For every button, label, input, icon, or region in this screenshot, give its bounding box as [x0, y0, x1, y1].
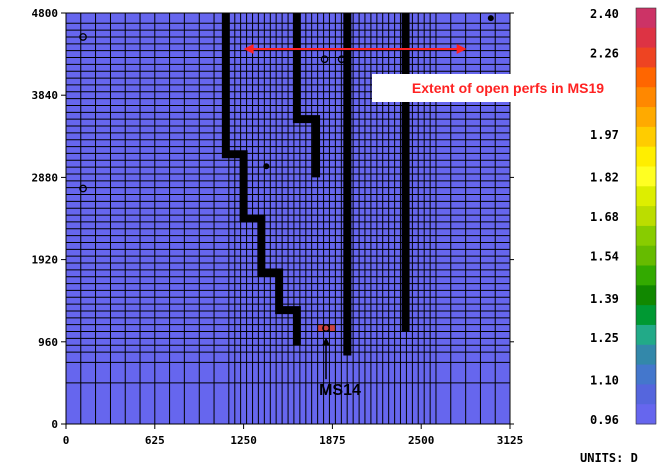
x-tick-label: 1250 [230, 434, 257, 447]
well-marker [320, 55, 329, 64]
colorbar-swatch [636, 27, 656, 49]
grid-layer [65, 12, 511, 425]
colorbar-swatch [636, 225, 656, 247]
colorbar-swatch [636, 87, 656, 108]
extent-arrow-head-left [243, 43, 254, 54]
colorbar-swatch [636, 8, 656, 29]
colorbar-swatch [636, 285, 656, 306]
colorbar-swatch [636, 344, 656, 366]
y-tick-label: 3840 [32, 89, 59, 102]
colorbar-label: 1.68 [590, 210, 619, 224]
colorbar-swatch [636, 67, 656, 88]
colorbar-units: UNITS: D [580, 451, 638, 465]
barrier-line [221, 13, 301, 346]
colorbar-swatch [636, 384, 656, 405]
barrier-layer [221, 13, 410, 356]
well-marker [79, 33, 87, 41]
extent-arrow-head-right [456, 43, 467, 54]
colorbar-label: 1.10 [590, 374, 619, 388]
x-tick-label: 3125 [497, 434, 524, 447]
colorbar-label: 1.54 [590, 249, 619, 263]
well-marker [79, 184, 87, 193]
colorbar-swatch [636, 186, 656, 207]
colorbar-swatch [636, 206, 656, 227]
well-marker [263, 163, 270, 170]
colorbar-label: 1.39 [590, 292, 619, 306]
colorbar-label: 2.26 [590, 46, 619, 60]
y-tick-label: 960 [38, 336, 58, 349]
well-layer [79, 15, 494, 332]
colorbar-swatch [636, 364, 656, 385]
colorbar-swatch [636, 146, 656, 167]
colorbar-swatch [636, 324, 656, 346]
plot-frame [65, 12, 511, 425]
x-tick-label: 625 [145, 434, 165, 447]
ms14-arrow-head [322, 337, 331, 346]
axis-layer: 0 960 1920 2880 3840 4800 0 625 1250 1875 2500 3125 [32, 7, 524, 447]
well-marker [487, 15, 494, 22]
barrier-line [292, 13, 321, 178]
colorbar-frame [635, 7, 657, 425]
x-tick-label: 2500 [408, 434, 435, 447]
colorbar-swatch [636, 265, 656, 286]
colorbar-label: 1.25 [590, 331, 619, 345]
well-marker [337, 55, 346, 64]
colorbar-swatch [636, 166, 656, 187]
colorbar-label: 1.82 [590, 171, 619, 185]
colorbar-swatch [636, 305, 656, 326]
ms14-label: MS14 [319, 382, 361, 399]
colorbar-label: 2.40 [590, 7, 619, 21]
colorbar: 2.40 2.26 1.97 1.82 1.68 1.54 1.39 1.25 1.10 0.96… [580, 7, 657, 465]
colorbar-label: 0.96 [590, 413, 619, 427]
colorbar-swatch [636, 245, 656, 267]
well-marker [322, 324, 330, 332]
annotation-layer: Extent of open perfs in MS19 MS14 [243, 43, 644, 399]
y-tick-label: 4800 [32, 7, 59, 20]
y-tick-label: 2880 [32, 171, 59, 184]
highlighted-cell [317, 324, 336, 332]
colorbar-swatch [636, 404, 656, 425]
y-tick-label: 1920 [32, 254, 59, 267]
colorbar-swatch [636, 126, 656, 148]
colorbar-swatch [636, 107, 656, 128]
extent-label-box [372, 74, 644, 102]
colorbar-swatch [636, 47, 656, 68]
y-tick-label: 0 [51, 418, 58, 431]
x-tick-label: 0 [63, 434, 70, 447]
x-tick-label: 1875 [319, 434, 346, 447]
colorbar-label: 1.97 [590, 128, 619, 142]
extent-label: Extent of open perfs in MS19 [412, 80, 604, 96]
